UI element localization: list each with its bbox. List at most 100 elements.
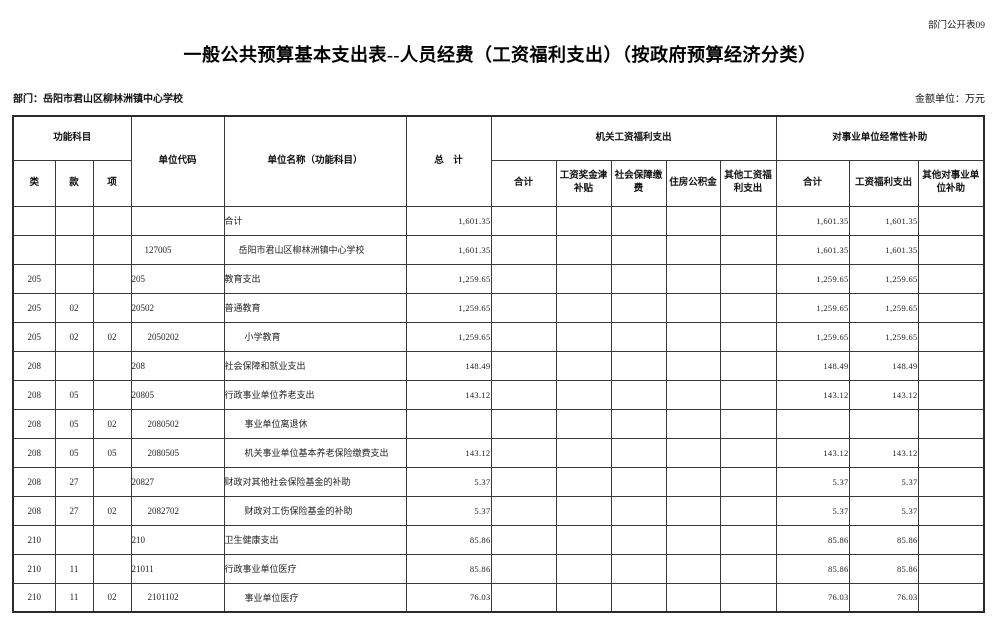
cell-inst-salary: 143.12 xyxy=(848,379,919,410)
cell-inst-salary: 1,259.65 xyxy=(848,263,919,294)
cell-kuan xyxy=(54,205,94,236)
cell-inst-other xyxy=(917,234,985,265)
cell-org-other xyxy=(719,292,777,323)
cell-xiang xyxy=(92,466,132,497)
header-org-group: 机关工资福利支出 xyxy=(490,115,777,161)
cell-unit-code: 208 xyxy=(130,350,225,381)
header-col-xiang: 项 xyxy=(92,159,132,207)
cell-xiang: 02 xyxy=(92,495,132,526)
table-row: 208 05 02 2080502 事业单位离退休 xyxy=(12,408,985,439)
cell-unit-name: 卫生健康支出 xyxy=(223,524,407,555)
cell-unit-code: 2080505 xyxy=(130,437,225,468)
cell-unit-name: 行政事业单位医疗 xyxy=(223,553,407,584)
cell-unit-code: 21011 xyxy=(130,553,225,584)
cell-org-salary xyxy=(555,205,612,236)
cell-org-total xyxy=(490,234,557,265)
cell-unit-name: 机关事业单位基本养老保险缴费支出 xyxy=(223,437,407,468)
cell-unit-code: 210 xyxy=(130,524,225,555)
cell-org-other xyxy=(719,321,777,352)
cell-inst-other xyxy=(917,321,985,352)
cell-total: 1,259.65 xyxy=(405,263,492,294)
table-row: 210 11 21011 行政事业单位医疗 85.86 85.86 85.86 xyxy=(12,553,985,584)
cell-total: 143.12 xyxy=(405,379,492,410)
cell-xiang: 02 xyxy=(92,321,132,352)
cell-xiang: 02 xyxy=(92,408,132,439)
cell-xiang xyxy=(92,292,132,323)
header-func-group: 功能科目 xyxy=(12,115,132,161)
cell-unit-code: 20805 xyxy=(130,379,225,410)
cell-unit-name: 合计 xyxy=(223,205,407,236)
cell-org-other xyxy=(719,408,777,439)
cell-org-salary xyxy=(555,263,612,294)
cell-org-salary xyxy=(555,350,612,381)
cell-kuan xyxy=(54,234,94,265)
header-org-col-other: 其他工资福利支出 xyxy=(719,159,777,207)
cell-unit-code: 127005 xyxy=(130,234,225,265)
cell-unit-name: 小学教育 xyxy=(223,321,407,352)
cell-org-social xyxy=(610,582,667,613)
table-row: 127005 岳阳市君山区柳林洲镇中心学校 1,601.35 1,601.35 1,60… xyxy=(12,234,985,265)
cell-org-social xyxy=(610,263,667,294)
cell-org-total xyxy=(490,321,557,352)
cell-total: 5.37 xyxy=(405,466,492,497)
cell-org-social xyxy=(610,408,667,439)
department-label: 部门：岳阳市君山区柳林洲镇中心学校 xyxy=(13,94,183,105)
cell-unit-code: 2080502 xyxy=(130,408,225,439)
cell-inst-other xyxy=(917,205,985,236)
cell-lei: 208 xyxy=(12,379,56,410)
cell-total: 76.03 xyxy=(405,582,492,613)
cell-unit-name: 财政对其他社会保险基金的补助 xyxy=(223,466,407,497)
cell-org-social xyxy=(610,379,667,410)
cell-org-salary xyxy=(555,466,612,497)
cell-lei: 208 xyxy=(12,495,56,526)
page-title: 一般公共预算基本支出表--人员经费（工资福利支出）（按政府预算经济分类） xyxy=(183,45,817,65)
cell-kuan xyxy=(54,350,94,381)
cell-org-salary xyxy=(555,379,612,410)
cell-inst-other xyxy=(917,292,985,323)
cell-org-housing xyxy=(665,582,721,613)
cell-inst-other xyxy=(917,437,985,468)
header-total: 总 计 xyxy=(405,115,492,207)
cell-inst-salary: 85.86 xyxy=(848,553,919,584)
header-col-kuan: 款 xyxy=(54,159,94,207)
cell-inst-total: 5.37 xyxy=(775,466,850,497)
cell-unit-name: 财政对工伤保险基金的补助 xyxy=(223,495,407,526)
cell-org-total xyxy=(490,524,557,555)
cell-inst-total xyxy=(775,408,850,439)
cell-org-housing xyxy=(665,350,721,381)
cell-xiang xyxy=(92,524,132,555)
cell-inst-salary: 1,259.65 xyxy=(848,321,919,352)
cell-inst-total: 5.37 xyxy=(775,495,850,526)
cell-unit-code: 2101102 xyxy=(130,582,225,613)
cell-org-social xyxy=(610,321,667,352)
cell-org-other xyxy=(719,553,777,584)
doc-code-label: 部门公开表09 xyxy=(927,21,985,31)
cell-inst-salary: 1,601.35 xyxy=(848,205,919,236)
cell-total: 85.86 xyxy=(405,553,492,584)
cell-inst-other xyxy=(917,553,985,584)
table-row: 208 208 社会保障和就业支出 148.49 148.49 148.49 xyxy=(12,350,985,381)
cell-org-housing xyxy=(665,263,721,294)
header-inst-col-other: 其他对事业单位补助 xyxy=(917,159,985,207)
cell-org-total xyxy=(490,466,557,497)
cell-inst-other xyxy=(917,263,985,294)
cell-org-housing xyxy=(665,379,721,410)
cell-inst-salary: 5.37 xyxy=(848,466,919,497)
cell-inst-total: 143.12 xyxy=(775,379,850,410)
cell-unit-code: 2050202 xyxy=(130,321,225,352)
cell-org-housing xyxy=(665,495,721,526)
cell-total: 1,601.35 xyxy=(405,205,492,236)
cell-org-total xyxy=(490,437,557,468)
cell-inst-total: 1,259.65 xyxy=(775,292,850,323)
cell-unit-code: 205 xyxy=(130,263,225,294)
cell-lei: 205 xyxy=(12,292,56,323)
header-unit-name: 单位名称（功能科目） xyxy=(223,115,407,207)
cell-org-housing xyxy=(665,234,721,265)
cell-org-other xyxy=(719,205,777,236)
cell-inst-other xyxy=(917,466,985,497)
cell-kuan xyxy=(54,263,94,294)
cell-unit-name: 行政事业单位养老支出 xyxy=(223,379,407,410)
header-col-lei: 类 xyxy=(12,159,56,207)
cell-lei: 210 xyxy=(12,582,56,613)
cell-org-total xyxy=(490,495,557,526)
